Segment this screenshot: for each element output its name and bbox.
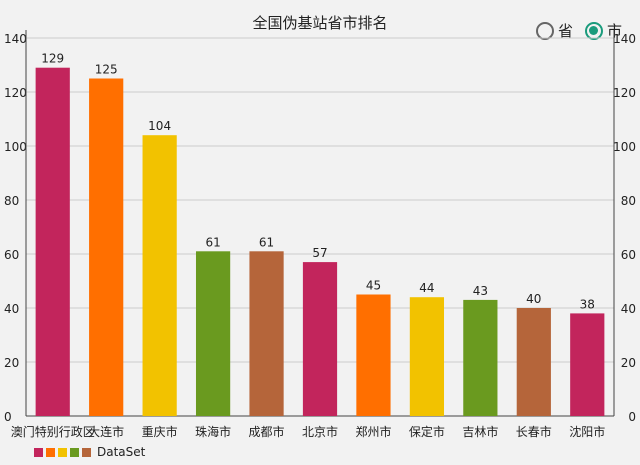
x-tick-label: 沈阳市 [569, 424, 605, 439]
bar-value-label: 44 [419, 281, 434, 295]
y-tick-label-right: 20 [621, 356, 636, 370]
bar [35, 67, 70, 416]
bar-value-label: 104 [148, 119, 171, 133]
bar [142, 135, 177, 416]
bar [249, 251, 284, 416]
bar-value-label: 43 [473, 284, 488, 298]
x-tick-label: 成都市 [249, 424, 285, 439]
bar-value-label: 125 [95, 63, 118, 77]
bar [409, 297, 445, 416]
y-tick-label-left: 40 [4, 302, 19, 316]
x-tick-label: 重庆市 [142, 424, 178, 439]
y-tick-label-right: 60 [621, 248, 636, 262]
legend-label: DataSet [97, 445, 146, 459]
y-tick-label-right: 0 [628, 410, 636, 424]
bar [302, 262, 338, 416]
legend-swatch [58, 447, 67, 457]
y-tick-label-left: 80 [4, 194, 19, 208]
legend-swatches [34, 447, 91, 457]
x-tick-label: 大连市 [88, 424, 124, 439]
x-tick-label: 保定市 [409, 424, 445, 439]
x-tick-label: 吉林市 [462, 424, 498, 439]
bar [463, 299, 498, 416]
x-tick-label: 长春市 [516, 424, 552, 439]
y-tick-label-right: 120 [613, 86, 636, 100]
bar-value-label: 40 [526, 292, 541, 306]
province-radio-label: 省 [557, 22, 573, 40]
x-tick-label: 珠海市 [195, 424, 231, 439]
y-tick-label-left: 120 [4, 86, 27, 100]
bar-value-label: 38 [580, 297, 595, 311]
y-tick-label-left: 140 [4, 32, 27, 46]
legend-swatch [34, 447, 43, 457]
bar-value-label: 61 [259, 235, 274, 249]
y-tick-label-left: 20 [4, 356, 19, 370]
legend-swatch [82, 447, 91, 457]
chart-legend: DataSet [34, 445, 145, 459]
bar [570, 313, 605, 416]
bar-value-label: 45 [366, 279, 381, 293]
bar [516, 308, 551, 416]
x-tick-label: 北京市 [302, 424, 338, 439]
bar-value-label: 61 [205, 235, 220, 249]
y-tick-label-right: 40 [621, 302, 636, 316]
chart-title: 全国伪基站省市排名 [252, 14, 388, 32]
y-tick-label-left: 60 [4, 248, 19, 262]
bar [195, 251, 231, 416]
y-tick-label-right: 140 [613, 32, 636, 46]
bar [356, 294, 391, 416]
legend-swatch [70, 447, 79, 457]
y-tick-label-left: 100 [4, 140, 27, 154]
bar-value-label: 57 [312, 246, 327, 260]
legend-swatch [46, 447, 55, 457]
bar [89, 78, 124, 416]
y-tick-label-right: 100 [613, 140, 636, 154]
y-tick-label-right: 80 [621, 194, 636, 208]
x-tick-label: 澳门特别行政区 [11, 424, 95, 439]
x-tick-label: 郑州市 [355, 424, 391, 439]
y-tick-label-left: 0 [4, 410, 12, 424]
bar-value-label: 129 [41, 52, 64, 66]
